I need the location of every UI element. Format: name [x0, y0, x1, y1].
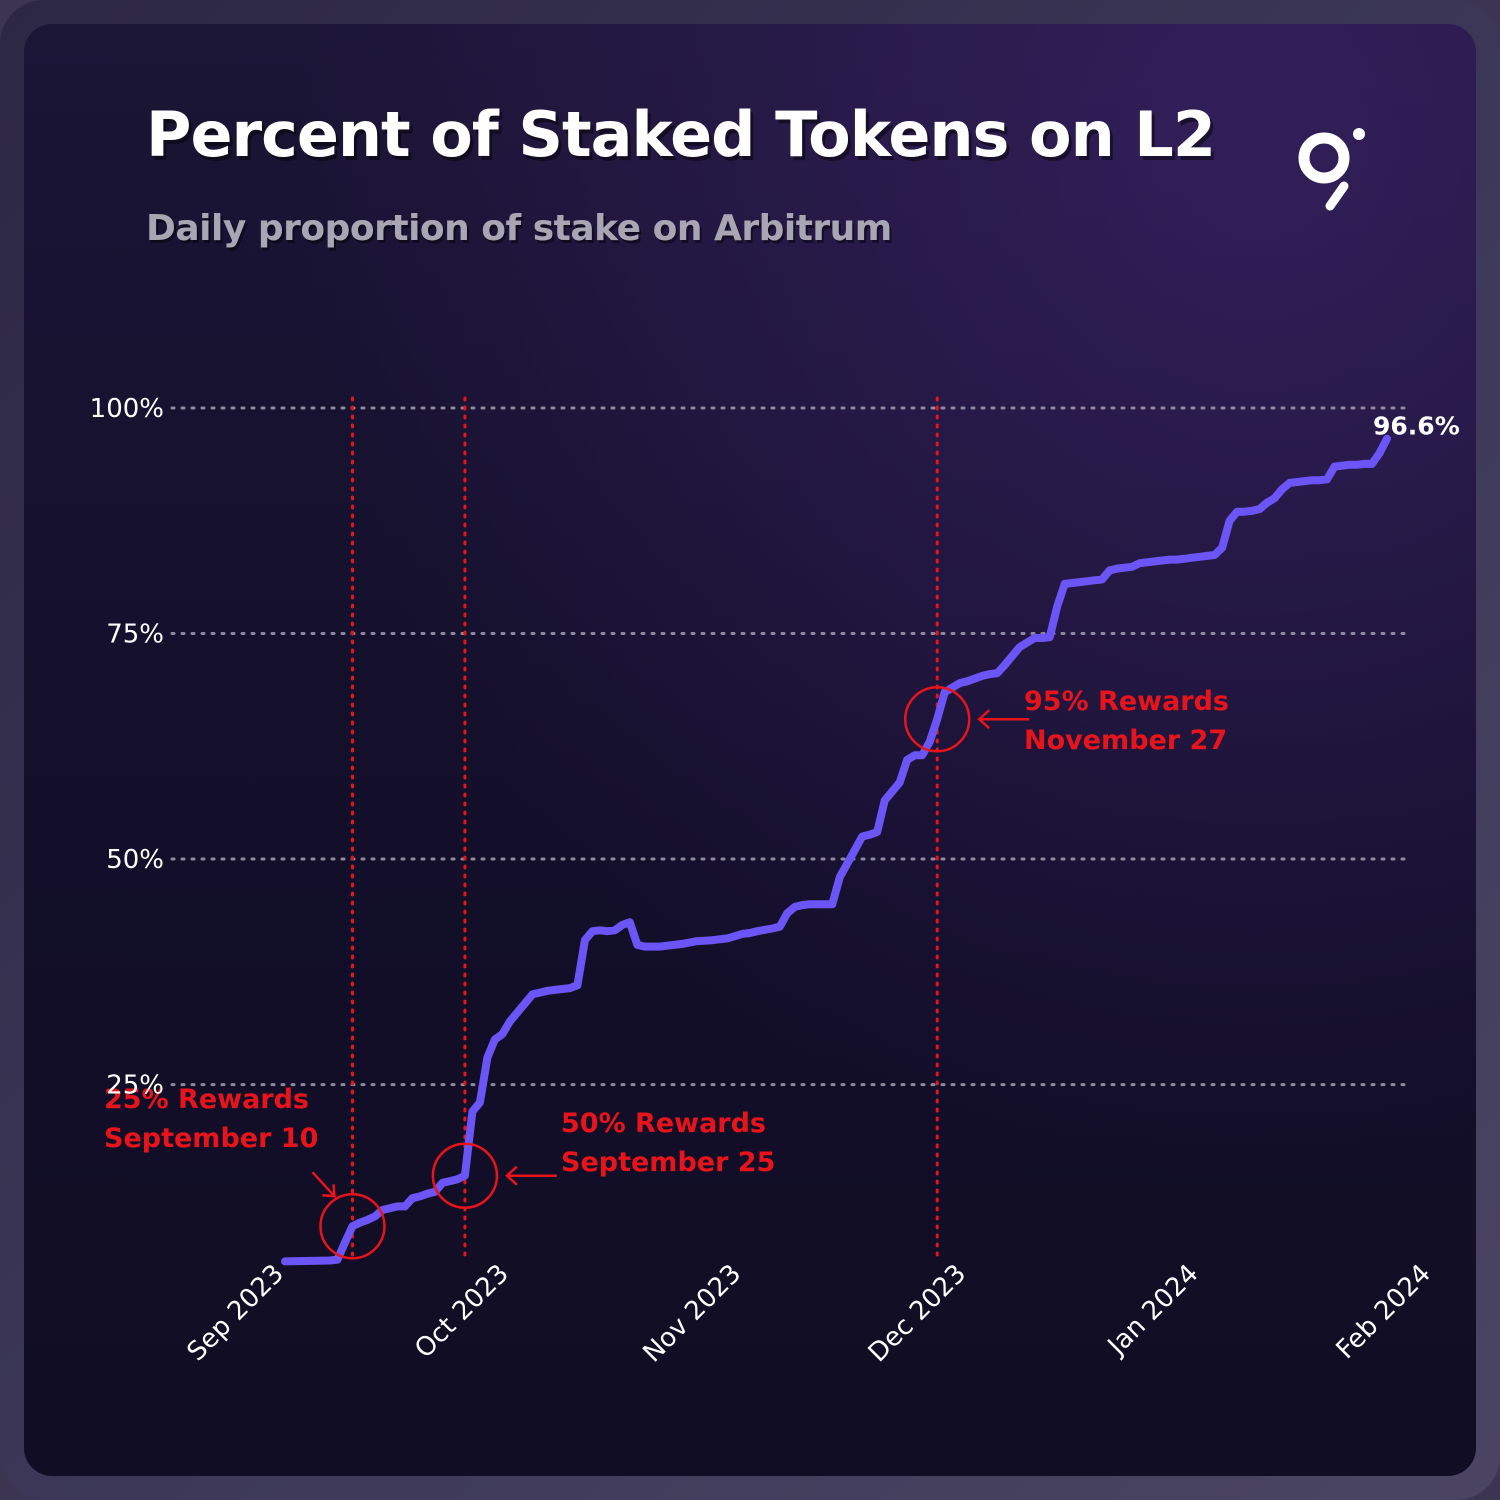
annotation-circle	[903, 685, 971, 753]
x-tick-label: Nov 2023	[638, 1259, 748, 1369]
x-tick-label: Feb 2024	[1331, 1259, 1437, 1365]
annotation-arrowhead	[322, 1184, 336, 1198]
x-tick-label: Oct 2023	[409, 1259, 515, 1365]
annotation-label: 95% Rewards	[1024, 686, 1229, 717]
y-tick-label: 25%	[106, 1071, 164, 1101]
x-tick-label: Sep 2023	[181, 1259, 289, 1367]
y-tick-label: 50%	[106, 845, 164, 875]
annotation-date: September 10	[104, 1123, 318, 1154]
annotation-arrowhead	[977, 709, 991, 730]
x-tick-label: Jan 2024	[1101, 1259, 1205, 1363]
annotation-arrow	[311, 1171, 336, 1198]
chart-card	[24, 24, 1476, 1476]
end-value-label: 96.6%	[1373, 412, 1460, 441]
annotation-arrowhead	[505, 1165, 518, 1186]
chart-subtitle: Daily proportion of stake on Arbitrum	[146, 208, 892, 249]
x-tick-label: Dec 2023	[863, 1259, 972, 1368]
annotation-label: 50% Rewards	[561, 1108, 766, 1139]
annotation-label: 25% Rewards	[104, 1084, 309, 1115]
graph-logo-icon	[1298, 128, 1365, 211]
y-tick-label: 75%	[106, 620, 164, 650]
annotation-date: September 25	[561, 1147, 775, 1178]
series-line	[281, 434, 1391, 1266]
y-tick-label: 100%	[90, 394, 164, 424]
annotation-date: November 27	[1024, 725, 1227, 756]
annotation-circle	[319, 1192, 386, 1260]
annotation-circle	[431, 1142, 499, 1209]
chart-title: Percent of Staked Tokens on L2	[146, 98, 1216, 171]
